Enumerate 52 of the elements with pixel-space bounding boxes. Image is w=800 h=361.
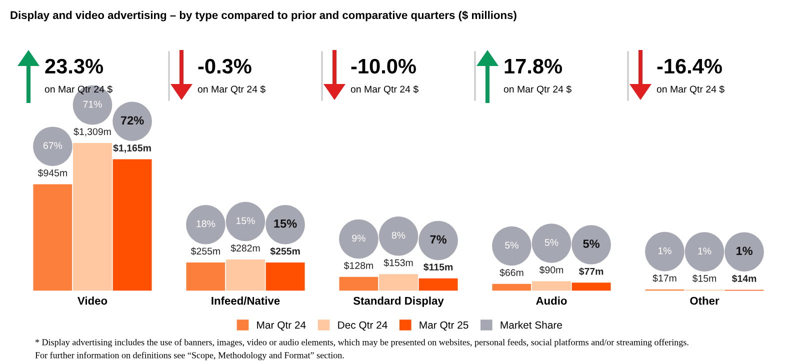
text: For further information on definitions see “Scope, Methodology and Format” section.	[35, 352, 344, 360]
text: on Mar Qtr 24 $	[350, 85, 418, 94]
x-tick-label: Other	[690, 296, 720, 305]
annotation: 1%	[698, 248, 712, 254]
legend-label: Dec Qtr 24	[338, 321, 388, 331]
text: Market Share	[500, 321, 562, 329]
text: -0.3%	[198, 58, 252, 74]
annotation: 5%	[505, 242, 518, 249]
text: on Mar Qtr 24 $	[504, 85, 572, 94]
data-label: $945m	[38, 169, 67, 177]
annotation: 5%	[544, 239, 558, 246]
text: on Mar Qtr 24 $	[656, 85, 724, 94]
data-label: $1,165m	[113, 144, 151, 153]
legend-label: Mar Qtr 24	[257, 321, 306, 331]
annotation: 5%	[583, 240, 600, 248]
text: 71%	[83, 100, 102, 108]
x-tick-label: Audio	[536, 296, 567, 305]
data-label: $128m	[344, 262, 373, 270]
x-tick-label: Standard Display	[353, 296, 444, 307]
x-tick-label: Infeed/Native	[212, 296, 280, 305]
data-label: $255m	[190, 247, 220, 256]
data-label: $77m	[578, 267, 604, 276]
annotation: 7%	[430, 235, 446, 244]
data-label: $1,309m	[74, 128, 111, 136]
data-label: $282m	[230, 244, 260, 252]
data-label: $255m	[270, 247, 300, 256]
text: -10.0%	[351, 58, 416, 74]
data-label: $15m	[692, 274, 716, 282]
data-label: $17m	[652, 274, 676, 282]
annotation: 1%	[736, 246, 752, 256]
data-label: $66m	[500, 268, 524, 277]
annotation: 8%	[392, 232, 406, 239]
text: * Display advertising includes the use of banners, images, video or audio elements, which may be presented on websites, personal feeds, social platforms and/or streaming offerings.	[35, 338, 688, 348]
text: 17.8%	[504, 58, 562, 74]
legend-label: Mar Qtr 25	[420, 321, 468, 331]
annotation: 1%	[658, 247, 672, 254]
x-tick-label: Video	[78, 296, 108, 305]
annotation: 18%	[196, 220, 216, 228]
text: -16.4%	[657, 58, 722, 74]
annotation: 67%	[43, 142, 62, 149]
chart-title: Display and video advertising – by type compared to prior and comparative quarters ($ millions)	[10, 10, 516, 22]
annotation: 15%	[274, 219, 297, 228]
data-label: $115m	[424, 263, 453, 272]
data-label: $153m	[384, 258, 413, 267]
text: on Mar Qtr 24 $	[198, 85, 266, 94]
annotation: 15%	[236, 217, 255, 224]
text: on Mar Qtr 24 $	[44, 85, 112, 94]
annotation: 9%	[352, 234, 366, 242]
data-label: $14m	[732, 274, 756, 283]
text: 72%	[120, 116, 144, 125]
data-label: $90m	[539, 266, 564, 274]
text: 23.3%	[45, 58, 104, 74]
